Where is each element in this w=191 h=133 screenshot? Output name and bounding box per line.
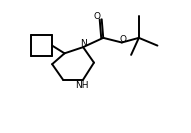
Text: O: O <box>120 35 127 44</box>
Text: O: O <box>94 12 100 21</box>
Text: NH: NH <box>75 81 88 90</box>
Text: N: N <box>81 39 87 48</box>
